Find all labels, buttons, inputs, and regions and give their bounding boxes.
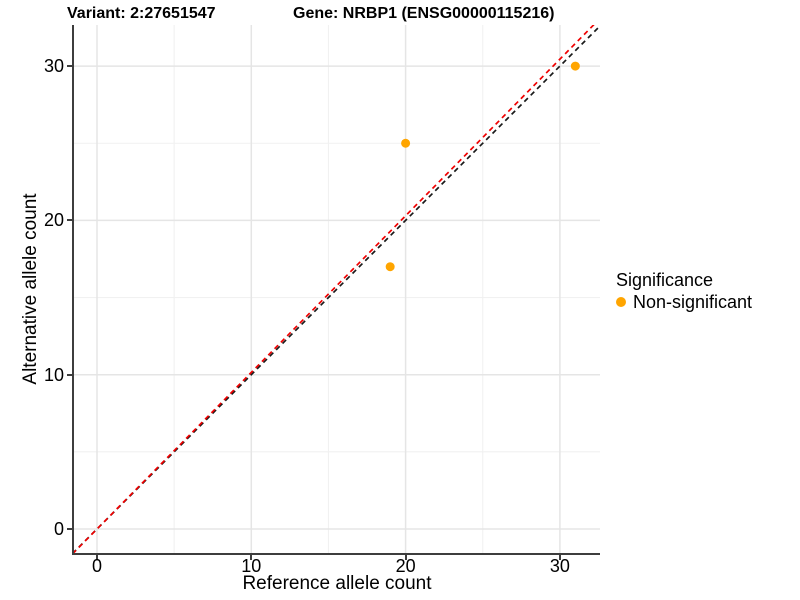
x-tick-mark: [96, 555, 98, 560]
legend-item-non-significant: Non-significant: [616, 292, 752, 312]
y-tick-label: 10: [43, 364, 64, 385]
plot-svg: [74, 25, 600, 553]
plot-title-variant: Variant: 2:27651547: [67, 5, 216, 22]
y-tick-label: 0: [53, 519, 64, 539]
y-tick-mark: [67, 373, 72, 376]
identity-line: [74, 25, 600, 553]
fit-line: [74, 25, 595, 553]
x-tick-mark: [404, 555, 407, 560]
y-tick-mark: [67, 219, 72, 222]
legend-point-icon: [616, 297, 626, 307]
x-tick-label: 30: [549, 556, 570, 576]
legend: Significance Non-significant: [616, 270, 752, 312]
x-tick-label: 0: [91, 556, 102, 576]
x-axis-title: Reference allele count: [242, 573, 432, 594]
y-tick-label: 20: [43, 210, 64, 231]
plot-panel: [72, 25, 600, 555]
plot-title-gene: Gene: NRBP1 (ENSG00000115216): [293, 5, 555, 22]
legend-item-label: Non-significant: [633, 291, 753, 312]
x-tick-label: 20: [395, 556, 416, 576]
legend-title: Significance: [616, 270, 714, 290]
y-tick-label: 30: [43, 56, 64, 77]
x-tick-label: 10: [241, 556, 262, 576]
x-tick-mark: [558, 555, 561, 560]
y-tick-mark: [67, 528, 72, 530]
y-tick-mark: [67, 65, 72, 68]
data-point: [401, 138, 411, 148]
x-tick-mark: [250, 555, 253, 560]
data-point: [570, 61, 580, 71]
data-point: [385, 262, 395, 272]
